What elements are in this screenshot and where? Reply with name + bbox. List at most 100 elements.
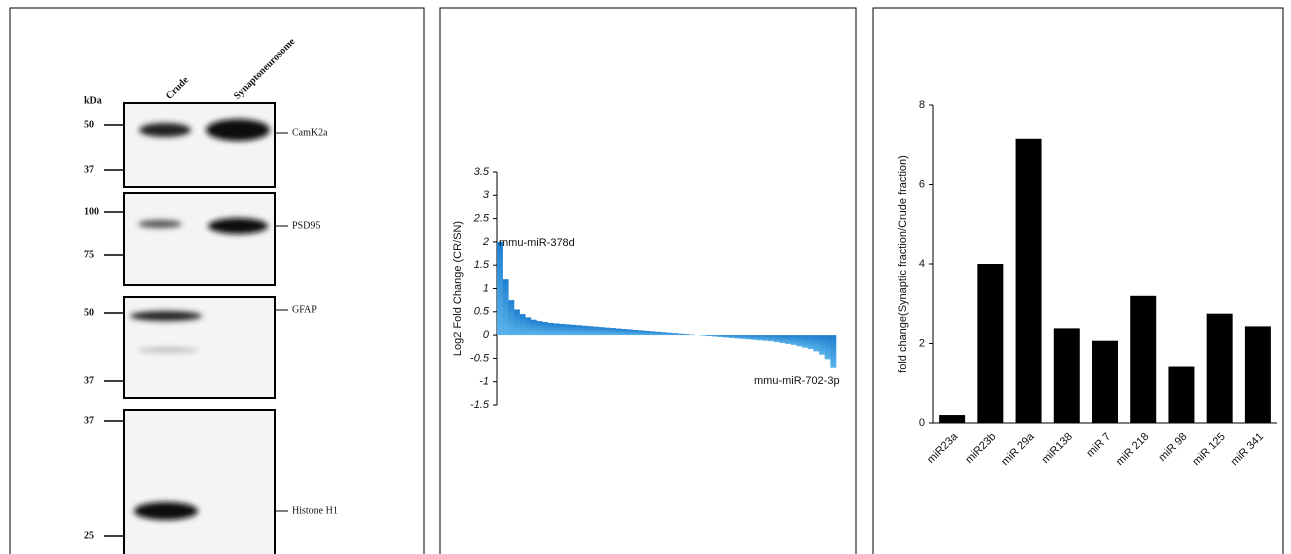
bar — [616, 329, 622, 336]
y-tick-label: -1.5 — [470, 399, 490, 411]
bar — [508, 300, 514, 335]
y-tick-label: 2.5 — [473, 213, 490, 225]
y-tick-label: 4 — [919, 258, 925, 270]
blot-box — [124, 193, 275, 285]
bar — [633, 330, 639, 335]
y-tick-label: 8 — [919, 99, 925, 111]
y-tick-label: 0.5 — [474, 306, 490, 318]
bar — [537, 321, 543, 335]
y-tick-label: 3 — [483, 189, 490, 201]
protein-label: GFAP — [292, 304, 317, 315]
bar — [514, 309, 520, 335]
bar — [610, 328, 616, 335]
bar — [587, 326, 593, 335]
bar — [939, 415, 965, 423]
bar — [644, 331, 650, 335]
blot-box — [124, 410, 275, 554]
marker-label: 50 — [84, 307, 94, 318]
y-tick-label: 2 — [482, 236, 489, 248]
y-tick-label: -1 — [479, 376, 489, 388]
bar — [548, 323, 554, 335]
figure: kDaCrudeSynaptoneurosomeCamK2a5037PSD951… — [0, 0, 1291, 554]
y-tick-label: 2 — [919, 337, 925, 349]
bar — [729, 335, 735, 338]
bar — [1016, 139, 1042, 423]
panel-bar — [873, 8, 1283, 554]
bar — [717, 335, 723, 337]
marker-label: 75 — [84, 249, 94, 260]
bar — [740, 335, 746, 339]
bar — [712, 335, 718, 336]
bar — [763, 335, 769, 341]
bar — [830, 335, 836, 368]
protein-label: PSD95 — [292, 220, 320, 231]
bar — [582, 326, 588, 335]
bar — [559, 324, 565, 335]
y-axis-label: fold change(Synaptic fraction/Crude frac… — [897, 155, 909, 373]
bar — [780, 335, 786, 343]
marker-label: 37 — [84, 375, 94, 386]
marker-label: 100 — [84, 206, 99, 217]
bar — [661, 332, 667, 335]
bar — [503, 279, 509, 335]
bar — [627, 330, 633, 336]
bar — [1168, 367, 1194, 423]
bar — [796, 335, 802, 346]
bar — [565, 324, 571, 335]
bar — [734, 335, 740, 338]
protein-label: CamK2a — [292, 127, 328, 138]
bar — [1207, 314, 1233, 423]
y-tick-label: 1 — [483, 282, 489, 294]
bar — [655, 332, 661, 335]
marker-label: 50 — [84, 119, 94, 130]
bar — [1054, 328, 1080, 423]
bar — [576, 325, 582, 335]
bar — [554, 323, 560, 335]
y-tick-label: 1.5 — [474, 259, 490, 271]
y-tick-label: 0 — [483, 329, 490, 341]
bar — [808, 335, 814, 349]
bar — [751, 335, 757, 340]
bar — [650, 331, 656, 335]
bar — [757, 335, 763, 340]
bar — [678, 334, 684, 335]
bar — [774, 335, 780, 342]
kda-label: kDa — [84, 95, 102, 106]
bar — [791, 335, 797, 345]
bar — [638, 330, 644, 335]
bar — [813, 335, 819, 351]
bar — [1130, 296, 1156, 423]
annotation: mmu-miR-378d — [499, 237, 575, 249]
y-tick-label: 6 — [919, 178, 925, 190]
bar — [667, 333, 673, 335]
bar — [802, 335, 808, 348]
bar — [977, 264, 1003, 423]
marker-label: 37 — [84, 164, 94, 175]
bar — [706, 335, 712, 336]
bar — [672, 333, 678, 335]
blot-box — [124, 103, 275, 187]
y-tick-label: 0 — [919, 417, 925, 429]
y-tick-label: -0.5 — [470, 352, 490, 364]
bar — [621, 329, 627, 335]
bar — [768, 335, 774, 341]
bar — [520, 314, 526, 335]
bar — [683, 334, 689, 335]
bar — [525, 317, 531, 335]
bar — [1092, 341, 1118, 423]
bar — [723, 335, 729, 337]
bar — [593, 327, 599, 335]
bar — [604, 328, 610, 335]
bar — [570, 325, 576, 335]
y-axis-label: Log2 Fold Change (CR/SN) — [452, 221, 464, 356]
annotation: mmu-miR-702-3p — [754, 375, 840, 387]
bar — [825, 335, 831, 359]
bar — [542, 322, 548, 335]
marker-label: 25 — [84, 530, 94, 541]
bar — [531, 320, 537, 335]
protein-label: Histone H1 — [292, 505, 338, 516]
bar — [819, 335, 825, 355]
bar — [599, 327, 605, 335]
bar — [785, 335, 791, 344]
bar — [497, 242, 503, 335]
